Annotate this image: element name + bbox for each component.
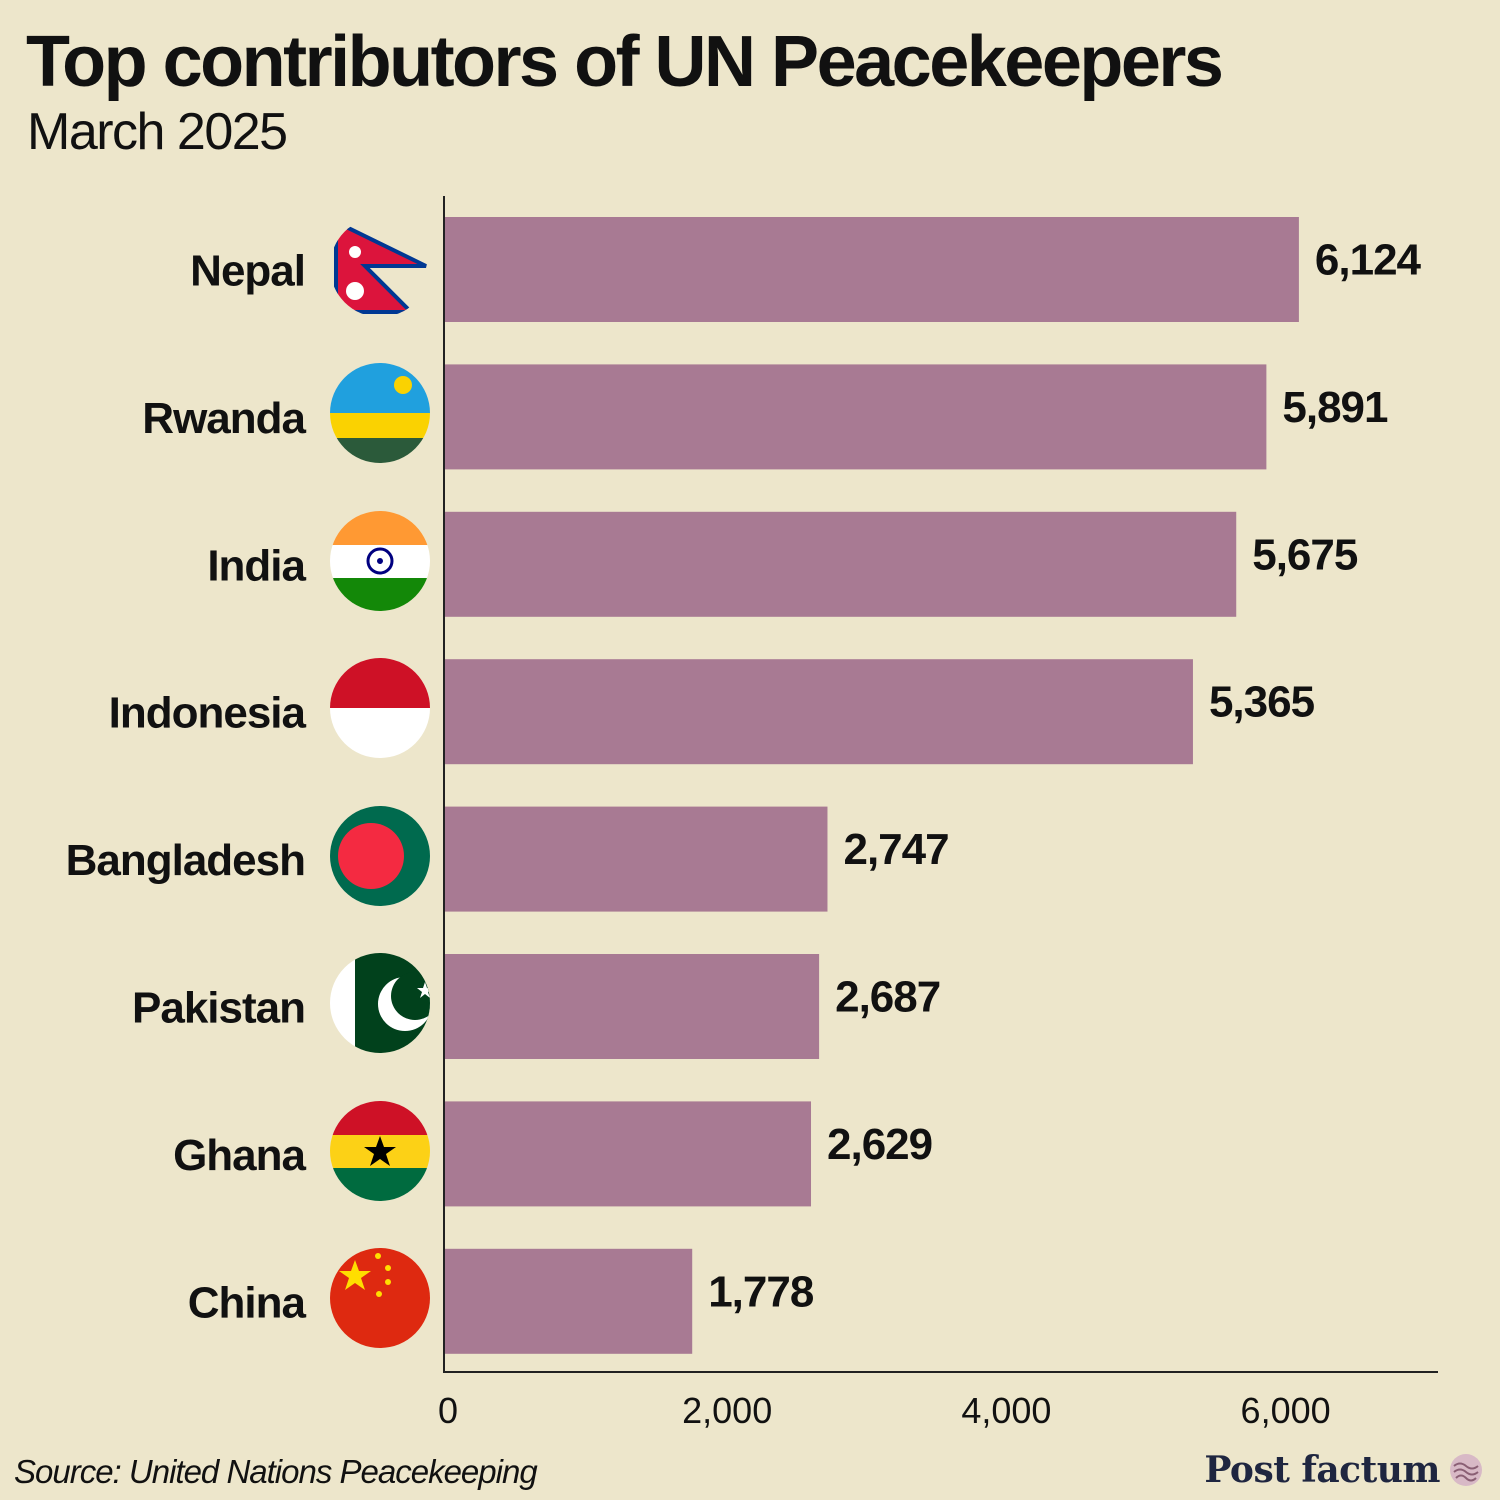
bar-bangladesh: [444, 806, 828, 912]
source-note: Source: United Nations Peacekeeping: [14, 1453, 538, 1490]
category-label-ghana: Ghana: [173, 1131, 306, 1180]
value-labels: 6,124 5,891 5,675 5,365 2,747 2,687 2,629 1,778: [708, 236, 1422, 1317]
waves-icon: [1450, 1454, 1482, 1486]
value-label-india: 5,675: [1252, 530, 1358, 579]
bar-rwanda: [444, 364, 1267, 470]
x-tick-label: 6,000: [1241, 1390, 1331, 1431]
indonesia-flag-icon: [330, 658, 430, 758]
category-labels: Nepal Rwanda India Indonesia Bangladesh Pakis…: [66, 247, 308, 1328]
value-label-nepal: 6,124: [1315, 236, 1422, 285]
chart-subtitle: March 2025: [27, 103, 288, 161]
x-axis-ticks: 0 2,000 4,000 6,000: [438, 1390, 1331, 1431]
value-label-ghana: 2,629: [827, 1120, 932, 1169]
bar-chart: Nepal Rwanda India Indonesia Bangladesh Pakis…: [66, 196, 1438, 1431]
value-label-indonesia: 5,365: [1209, 678, 1315, 727]
category-label-rwanda: Rwanda: [142, 394, 306, 443]
bar-indonesia: [444, 659, 1193, 765]
pakistan-flag-icon: [330, 953, 430, 1053]
category-label-nepal: Nepal: [190, 247, 305, 296]
category-label-pakistan: Pakistan: [132, 984, 305, 1033]
india-flag-icon: [330, 511, 430, 611]
bar-india: [444, 511, 1237, 617]
category-label-indonesia: Indonesia: [109, 689, 307, 738]
bar-china: [444, 1248, 693, 1354]
china-flag-icon: [330, 1248, 430, 1348]
bars-group: [444, 217, 1299, 1354]
brand-logo: Post factum: [1204, 1446, 1484, 1494]
category-label-india: India: [207, 541, 306, 590]
category-label-bangladesh: Bangladesh: [66, 836, 305, 885]
category-label-china: China: [188, 1278, 307, 1327]
bar-ghana: [444, 1101, 812, 1207]
bangladesh-flag-icon: [330, 806, 430, 906]
x-tick-label: 0: [438, 1390, 458, 1431]
value-label-rwanda: 5,891: [1282, 383, 1388, 432]
bar-pakistan: [444, 954, 820, 1059]
nepal-flag-icon: [330, 217, 430, 317]
brand-name: Post factum: [1204, 1449, 1440, 1491]
x-tick-label: 4,000: [961, 1390, 1051, 1431]
value-label-pakistan: 2,687: [835, 973, 940, 1022]
value-label-bangladesh: 2,747: [843, 825, 948, 874]
x-tick-label: 2,000: [682, 1390, 772, 1431]
chart-title: Top contributors of UN Peacekeepers: [26, 22, 1224, 102]
value-label-china: 1,778: [708, 1267, 814, 1316]
bar-nepal: [444, 217, 1299, 322]
ghana-flag-icon: [330, 1101, 430, 1201]
rwanda-flag-icon: [330, 363, 430, 463]
